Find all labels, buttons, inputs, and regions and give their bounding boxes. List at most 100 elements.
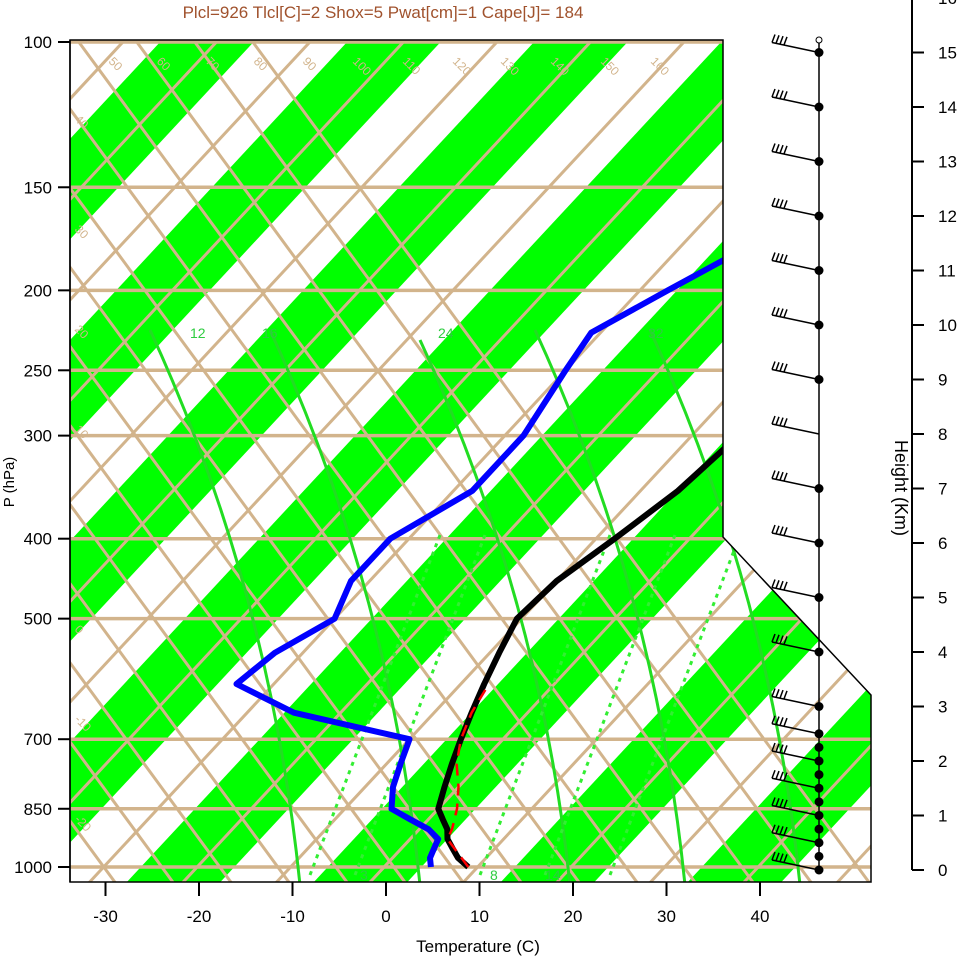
green-band xyxy=(70,40,475,882)
wind-barb-flag xyxy=(783,826,788,836)
height-tick-label: 9 xyxy=(938,371,947,390)
height-tick-label: 0 xyxy=(938,861,947,880)
wind-barb-flag xyxy=(779,635,784,644)
wind-barb-flag xyxy=(783,690,788,700)
wind-barb-flag xyxy=(783,36,788,46)
height-tick-label: 6 xyxy=(938,534,947,553)
dry-adiabat xyxy=(70,40,362,882)
isotherm xyxy=(70,40,440,882)
wind-barb-flag xyxy=(771,688,776,697)
wind-barb-flag xyxy=(779,580,784,590)
x-tick-label: -20 xyxy=(187,907,212,926)
moist-adiabat xyxy=(533,329,687,882)
dewpoint-line xyxy=(233,89,871,868)
isotherm-label: 10 xyxy=(722,343,742,363)
wind-barb xyxy=(771,750,820,762)
wind-barb-flag xyxy=(775,89,780,99)
isotherm-label: 20 xyxy=(792,588,812,608)
wind-barb-flag xyxy=(775,852,780,862)
y-tick-label: 300 xyxy=(24,427,52,446)
moist-adiabat-lines xyxy=(148,329,802,882)
wind-barb-flag xyxy=(779,689,784,699)
wind-barb xyxy=(771,804,820,817)
height-axis-label: Height (Km) xyxy=(891,440,911,536)
isotherm-label: 0 xyxy=(722,462,737,477)
wind-barb-flag xyxy=(775,144,780,153)
wind-barb-flag xyxy=(779,826,784,835)
wind-barb-flag xyxy=(783,745,788,754)
wind-barb-flag xyxy=(779,717,784,726)
y-tick-label: 400 xyxy=(24,530,52,549)
wind-barb-flag xyxy=(779,853,784,862)
wind-barb-flag xyxy=(779,253,784,263)
wind-barb xyxy=(771,41,820,54)
wind-barb-flag xyxy=(775,198,780,208)
wind-barb xyxy=(771,777,820,789)
height-tick-label: 4 xyxy=(938,643,947,662)
mixing-ratio-label: 16 xyxy=(262,325,278,341)
wind-barb-flag xyxy=(775,743,780,753)
wind-barb xyxy=(771,423,820,435)
x-tick-label: 30 xyxy=(657,907,676,926)
wind-barb-flag xyxy=(771,470,776,479)
green-band xyxy=(70,40,849,882)
wind-barb-flag xyxy=(783,91,788,100)
wind-barb-flag xyxy=(783,472,788,482)
wind-barb xyxy=(771,368,820,381)
dry-adiabat xyxy=(0,0,12,900)
wind-barb-flag xyxy=(775,825,780,834)
wind-barb-flag xyxy=(779,471,784,481)
x-axis: -30 -20 -10 0 10 20 30 40 xyxy=(93,882,769,926)
isotherm xyxy=(70,40,253,882)
wind-barb xyxy=(771,859,820,871)
moist-adiabat xyxy=(148,329,302,882)
wind-barb-flag xyxy=(775,362,780,371)
wind-barb-flag xyxy=(771,851,776,861)
wind-barb-flag xyxy=(783,854,788,863)
wind-barb-flag xyxy=(775,716,780,725)
mixing-ratio-label: 24 xyxy=(438,325,454,341)
dry-adiabat xyxy=(70,40,246,882)
mixing-ratio-label: 32 xyxy=(648,325,664,341)
isotherm-label: 20 xyxy=(722,233,742,253)
wind-barb-column xyxy=(771,34,824,875)
wind-dot xyxy=(814,770,824,780)
y-tick-label: 100 xyxy=(24,33,52,52)
isotherm-label: 10 xyxy=(742,538,762,558)
isotherm-label: 30 xyxy=(722,128,742,148)
height-tick-label: 14 xyxy=(938,98,957,117)
height-tick-label: 7 xyxy=(938,480,947,499)
wind-barb-flag xyxy=(771,715,776,725)
mixing-ratio-line xyxy=(478,534,612,876)
wind-barb-flag xyxy=(771,524,776,534)
wind-barb-flag xyxy=(775,798,780,807)
wind-barb-flag xyxy=(783,145,788,155)
dry-adiabat xyxy=(70,40,420,882)
dry-adiabat xyxy=(70,40,710,882)
wind-barb-flag xyxy=(771,34,776,43)
wind-barb-flag xyxy=(783,363,788,373)
wind-barb-flag xyxy=(775,35,780,44)
x-tick-label: -10 xyxy=(280,907,305,926)
y-axis: 100 150 200 250 300 400 500 700 850 1000 xyxy=(14,33,71,882)
wind-barb-flag xyxy=(771,415,776,425)
wind-barb xyxy=(771,723,820,735)
wind-barb-flag xyxy=(775,253,780,262)
wind-barb-flag xyxy=(771,633,776,643)
wind-barb-flag xyxy=(771,742,776,752)
parcel-line xyxy=(446,683,490,868)
y-tick-label: 200 xyxy=(24,281,52,300)
moist-adiabat xyxy=(418,339,572,882)
wind-barb-flag xyxy=(775,689,780,698)
wind-barb xyxy=(771,832,820,844)
wind-barb-flag xyxy=(783,772,788,781)
wind-barb xyxy=(771,477,820,490)
height-axis: 012345678910111213141516 xyxy=(911,0,957,880)
y-tick-label: 500 xyxy=(24,610,52,629)
mixing-ratio-label: 12 xyxy=(190,325,206,341)
x-tick-label: 20 xyxy=(564,907,583,926)
wind-barb-flag xyxy=(783,200,788,209)
wind-barb-flag xyxy=(771,197,776,207)
wind-barb-flag xyxy=(783,717,788,727)
wind-barb-flag xyxy=(771,797,776,806)
